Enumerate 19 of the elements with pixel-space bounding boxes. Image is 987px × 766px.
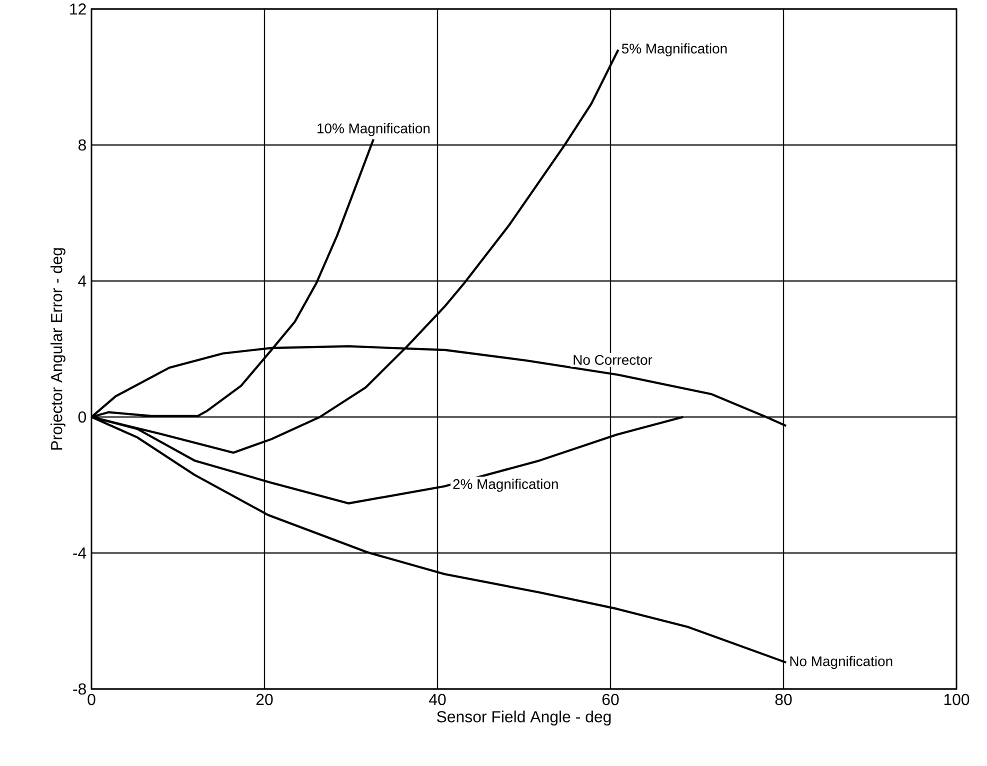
series-label: No Corrector — [574, 354, 652, 365]
series-label: 5% Magnification — [622, 43, 727, 56]
x-tick-label: 40 — [429, 694, 446, 706]
y-tick-label: -8 — [73, 683, 86, 695]
x-axis-title: Sensor Field Angle - deg — [437, 710, 611, 726]
y-tick-label: 12 — [70, 3, 86, 15]
y-tick-label: 0 — [78, 411, 86, 423]
x-tick-label: 60 — [602, 694, 619, 706]
x-tick-label: 20 — [256, 694, 273, 706]
series-label: 2% Magnification — [453, 478, 558, 492]
series-label: No Magnification — [790, 656, 892, 669]
x-tick-label: 100 — [944, 694, 970, 706]
y-tick-label: -4 — [73, 548, 86, 558]
y-tick-label: 8 — [78, 139, 86, 151]
series-label: 10% Magnification — [318, 123, 430, 136]
x-tick-label: 0 — [88, 694, 96, 706]
x-tick-label: 80 — [775, 694, 792, 706]
y-tick-label: 4 — [78, 276, 86, 286]
y-axis-title: Projector Angular Error - deg — [50, 248, 66, 450]
